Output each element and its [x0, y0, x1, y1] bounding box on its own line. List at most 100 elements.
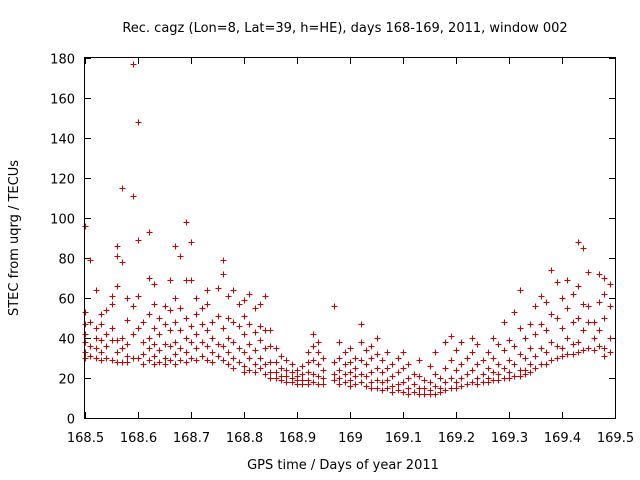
data-point	[98, 337, 105, 344]
data-point	[241, 363, 248, 370]
data-point	[124, 341, 131, 348]
data-point	[124, 317, 131, 324]
chart-title: Rec. cagz (Lon=8, Lat=39, h=HE), days 16…	[122, 21, 567, 36]
data-point	[395, 381, 402, 388]
data-point	[448, 357, 455, 364]
data-point	[400, 379, 407, 386]
data-point	[607, 349, 614, 356]
data-point	[522, 355, 529, 362]
data-point	[585, 303, 592, 310]
data-point	[591, 319, 598, 326]
data-point	[230, 365, 237, 372]
data-point	[109, 357, 116, 364]
data-point	[310, 343, 317, 350]
data-point	[336, 367, 343, 374]
y-axis-label: STEC from uqrg / TECUs	[7, 160, 22, 316]
data-point	[246, 291, 253, 298]
data-point	[257, 355, 264, 362]
data-point	[607, 281, 614, 288]
data-point	[135, 293, 142, 300]
data-point	[495, 377, 502, 384]
data-point	[320, 375, 327, 382]
data-point	[432, 371, 439, 378]
data-point	[172, 319, 179, 326]
data-point	[310, 371, 317, 378]
data-point	[283, 373, 290, 380]
data-point	[215, 341, 222, 348]
data-point	[135, 325, 142, 332]
data-point	[204, 287, 211, 294]
data-point	[511, 361, 518, 368]
data-point	[241, 331, 248, 338]
data-point	[320, 367, 327, 374]
data-point	[82, 309, 89, 316]
data-point	[305, 381, 312, 388]
data-point	[162, 321, 169, 328]
data-point	[188, 239, 195, 246]
data-point	[389, 383, 396, 390]
data-point	[135, 237, 142, 244]
y-tick-label: 0	[67, 413, 75, 428]
data-point	[82, 331, 89, 338]
data-point	[358, 379, 365, 386]
data-point	[140, 361, 147, 368]
data-point	[564, 351, 571, 358]
data-point	[220, 325, 227, 332]
data-point	[480, 371, 487, 378]
data-point	[395, 369, 402, 376]
data-point	[347, 369, 354, 376]
data-point	[209, 319, 216, 326]
data-point	[167, 343, 174, 350]
data-point	[358, 321, 365, 328]
data-point	[93, 287, 100, 294]
data-point	[342, 349, 349, 356]
data-point	[432, 383, 439, 390]
data-point	[548, 267, 555, 274]
data-point	[538, 321, 545, 328]
data-point	[188, 339, 195, 346]
data-point	[146, 335, 153, 342]
data-point	[559, 345, 566, 352]
data-point	[252, 305, 259, 312]
data-point	[252, 329, 259, 336]
data-point	[82, 349, 89, 356]
data-point	[352, 365, 359, 372]
data-point	[474, 341, 481, 348]
data-point	[352, 373, 359, 380]
data-point	[601, 353, 608, 360]
data-point	[480, 357, 487, 364]
data-point	[458, 339, 465, 346]
x-tick-label: 168.8	[226, 431, 263, 446]
data-point	[124, 359, 131, 366]
data-point	[554, 355, 561, 362]
x-axis-ticks: 168.5 168.6 168.7 168.8 168.9 169 169.1 169.2 16…	[67, 58, 634, 446]
data-point	[405, 361, 412, 368]
data-point	[411, 389, 418, 396]
data-point	[315, 361, 322, 368]
data-point	[342, 371, 349, 378]
y-tick-label: 60	[58, 293, 75, 308]
data-point	[119, 345, 126, 352]
data-point	[209, 349, 216, 356]
data-point	[585, 319, 592, 326]
data-point	[87, 343, 94, 350]
data-point	[305, 359, 312, 366]
data-point	[135, 119, 142, 126]
data-point	[453, 347, 460, 354]
data-point	[527, 361, 534, 368]
data-point	[532, 353, 539, 360]
data-point	[585, 345, 592, 352]
data-point	[273, 369, 280, 376]
data-point	[246, 355, 253, 362]
data-point	[442, 379, 449, 386]
data-point	[209, 359, 216, 366]
data-point	[559, 295, 566, 302]
x-tick-label: 169.3	[491, 431, 528, 446]
data-point	[167, 307, 174, 314]
data-point	[405, 375, 412, 382]
data-point	[363, 361, 370, 368]
data-point	[395, 387, 402, 394]
data-point	[299, 363, 306, 370]
data-point	[464, 371, 471, 378]
